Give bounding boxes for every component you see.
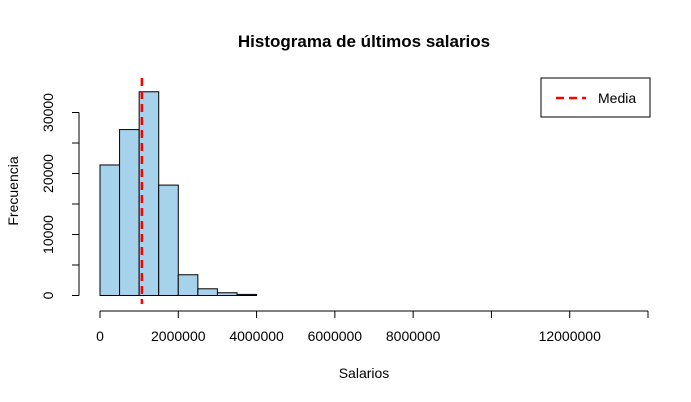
legend-label-media: Media xyxy=(598,90,636,106)
y-tick-label-0: 0 xyxy=(40,291,56,299)
legend: Media xyxy=(540,77,651,118)
y-tick-label-4: 20000 xyxy=(40,154,56,193)
y-tick-label-6: 30000 xyxy=(40,93,56,132)
x-tick-label-1: 2000000 xyxy=(151,328,206,344)
histogram-bar-3 xyxy=(158,184,179,296)
x-tick-label-4: 8000000 xyxy=(386,328,441,344)
histogram-bar-4 xyxy=(177,274,199,297)
x-tick-label-2: 4000000 xyxy=(229,328,284,344)
histogram-bar-1 xyxy=(119,129,140,296)
x-axis: 0 2000000 4000000 6000000 8000000 12000000 xyxy=(96,310,649,344)
histogram-bar-6 xyxy=(216,292,238,297)
x-tick-label-3: 6000000 xyxy=(308,328,363,344)
chart-title: Histograma de últimos salarios xyxy=(238,32,490,51)
x-tick-label-6: 12000000 xyxy=(539,328,602,344)
x-tick-label-0: 0 xyxy=(96,328,104,344)
bars-group xyxy=(99,91,258,297)
y-axis-label: Frecuencia xyxy=(5,156,21,225)
y-axis: 0 10000 20000 30000 xyxy=(40,93,80,299)
histogram-bar-5 xyxy=(197,288,218,297)
histogram-bar-0 xyxy=(99,164,121,296)
y-tick-label-2: 10000 xyxy=(40,215,56,254)
histogram-bar-7 xyxy=(236,293,258,297)
x-axis-label: Salarios xyxy=(339,365,390,381)
